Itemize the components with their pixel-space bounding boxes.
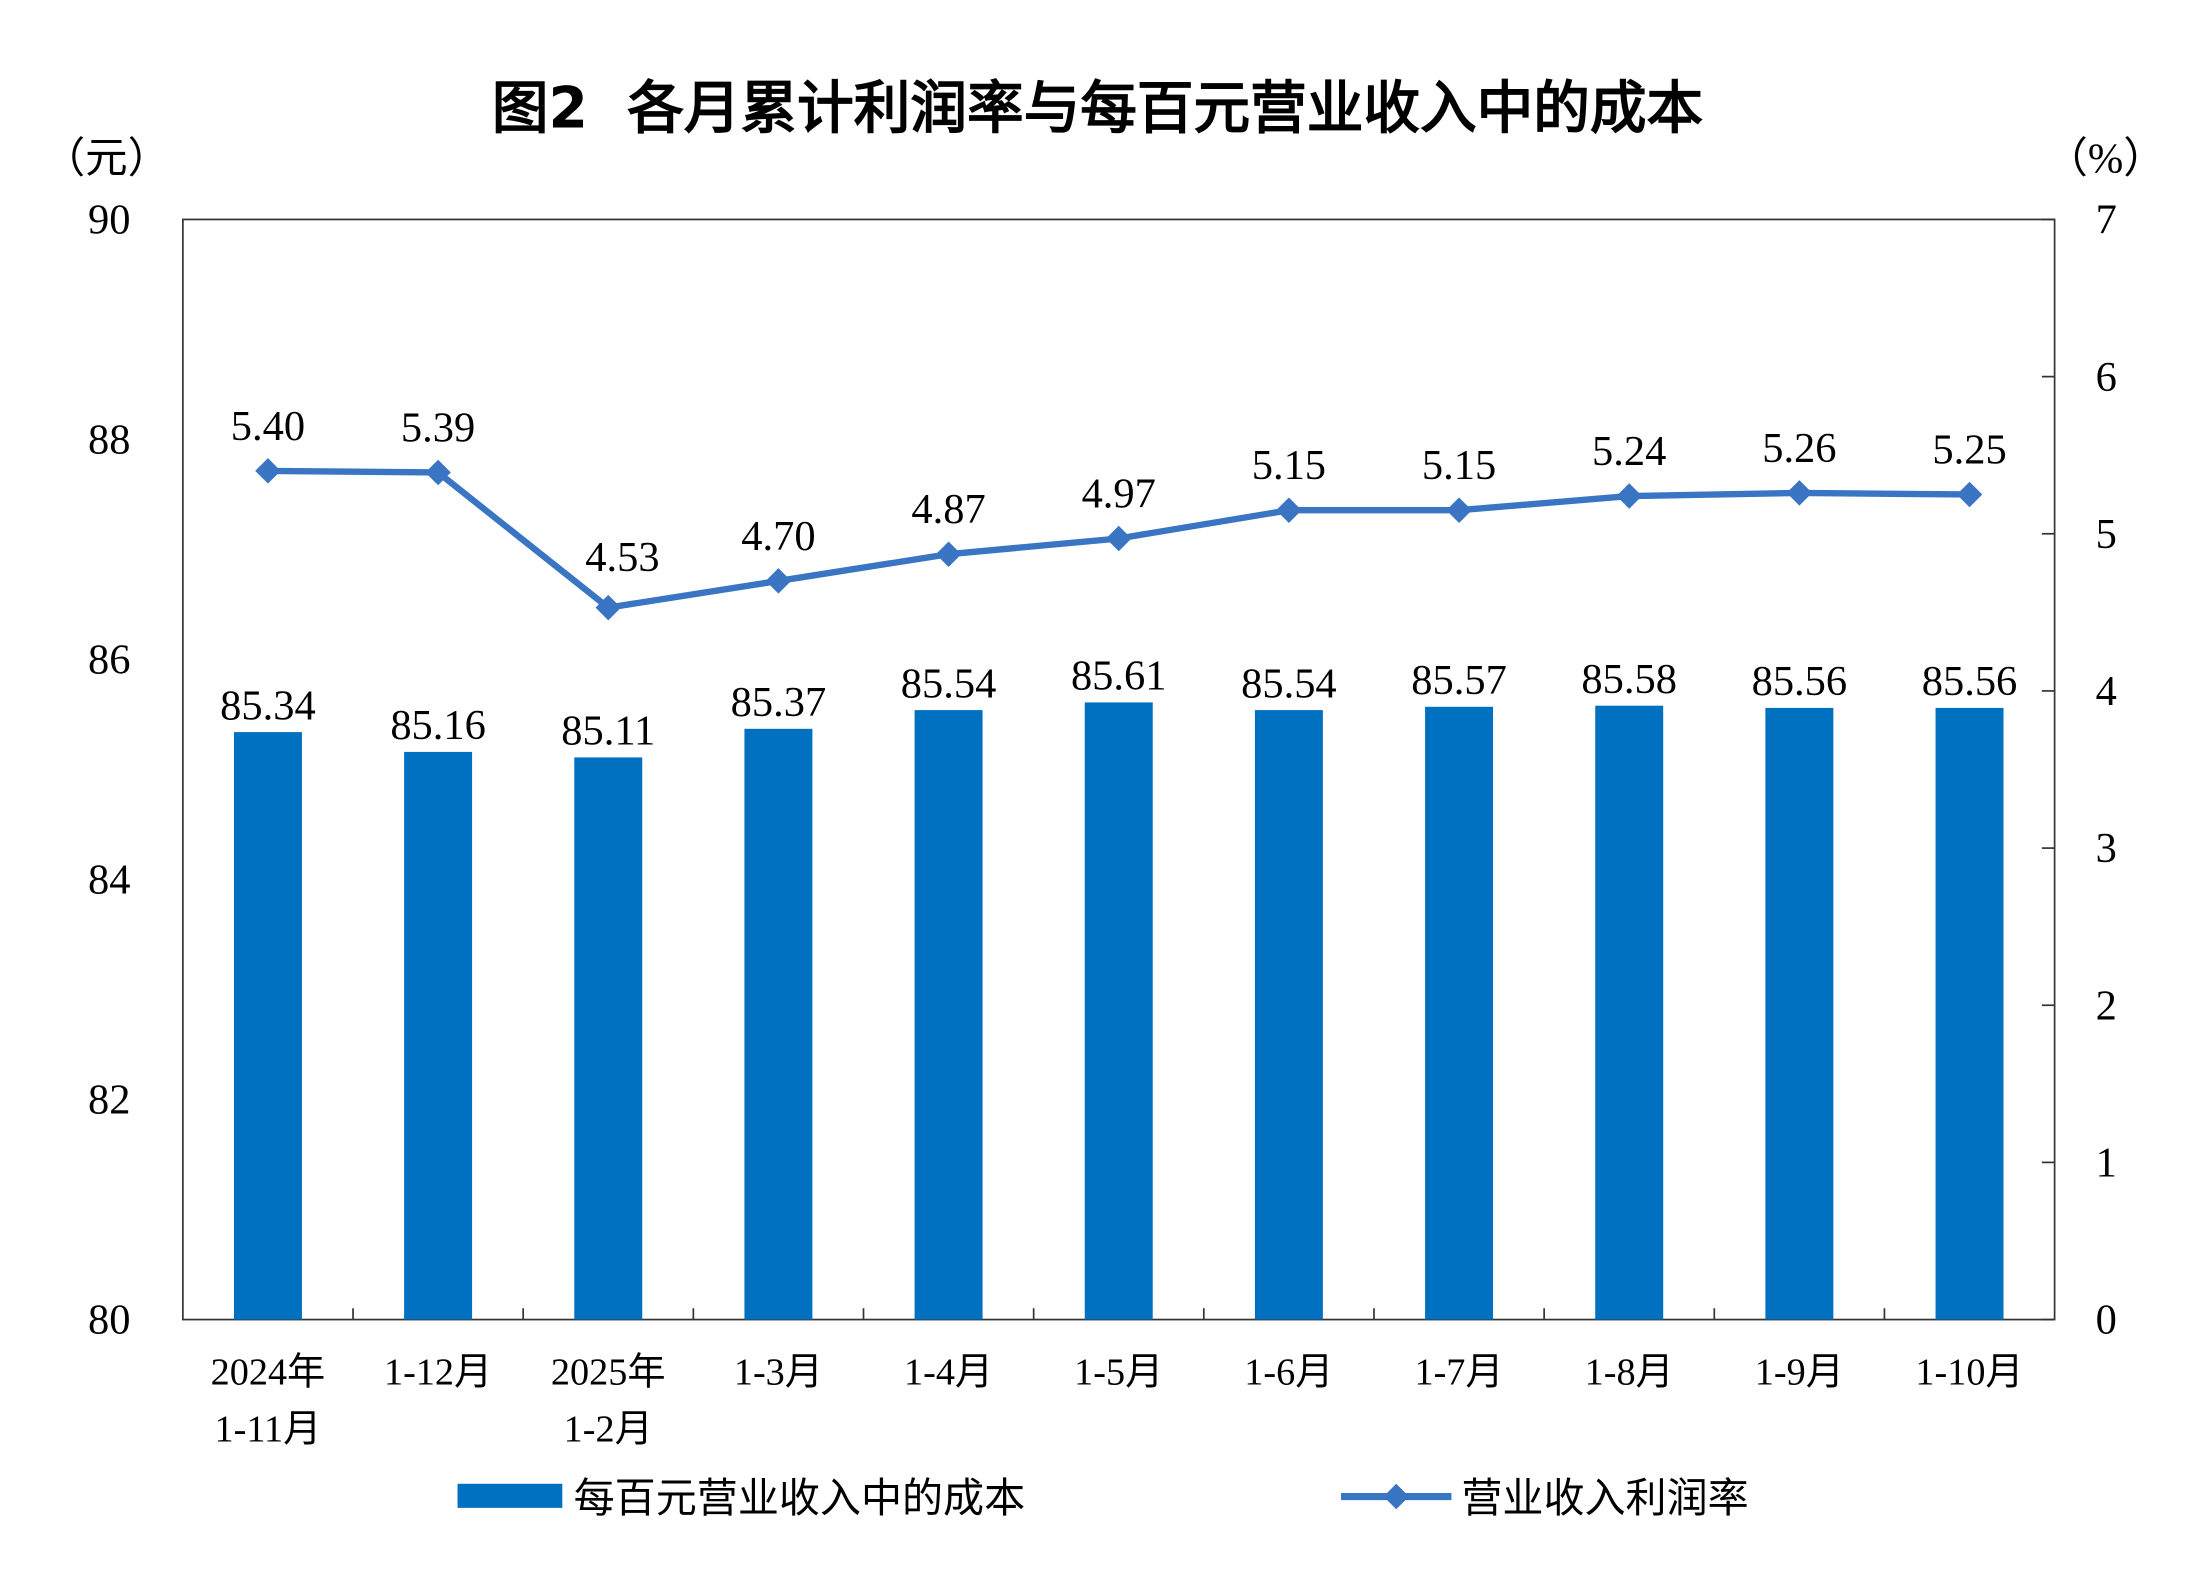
line-data-label: 5.40: [231, 403, 305, 450]
line-marker: [1786, 480, 1813, 506]
right-axis-unit: （%）: [2045, 136, 2165, 183]
line-marker: [765, 568, 792, 594]
x-tick-label: 2024年 1-11月: [211, 1351, 326, 1451]
left-tick-label: 84: [88, 857, 130, 904]
x-tick-label: 1-6月: [1244, 1352, 1333, 1394]
bar: [744, 728, 813, 1320]
line-data-label: 4.53: [585, 534, 659, 581]
line-data-label: 5.25: [1932, 426, 2006, 473]
right-tick-label: 4: [2096, 668, 2117, 715]
line-marker: [1446, 497, 1472, 523]
line-data-label: 4.87: [911, 486, 985, 533]
left-tick-label: 82: [88, 1077, 130, 1124]
bar-data-label: 85.54: [901, 660, 997, 707]
right-tick-label: 6: [2096, 354, 2117, 401]
right-tick-label: 5: [2096, 511, 2117, 558]
bar-data-label: 85.56: [1922, 658, 2018, 705]
right-tick-label: 3: [2096, 825, 2117, 872]
line-marker: [1105, 525, 1132, 552]
bar-data-label: 85.57: [1411, 657, 1507, 704]
x-tick-label: 1-3月: [734, 1352, 823, 1394]
line-marker: [1956, 481, 1983, 508]
chart-title: 图2 各月累计利润率与每百元营业收入中的成本: [492, 75, 1704, 141]
line-data-label: 5.24: [1592, 428, 1666, 475]
legend-diamond-icon: [1383, 1483, 1409, 1510]
bar-data-label: 85.11: [561, 708, 655, 755]
x-tick-label: 1-8月: [1585, 1352, 1674, 1394]
legend-line-label: 营业收入利润率: [1461, 1474, 1748, 1522]
x-tick-label: 1-12月: [384, 1352, 492, 1394]
left-tick-label: 90: [88, 197, 130, 244]
bar-data-label: 85.54: [1241, 660, 1337, 707]
legend: 每百元营业收入中的成本 营业收入利润率: [457, 1474, 1749, 1522]
left-axis-unit: （元）: [43, 136, 170, 183]
x-tick-label: 1-9月: [1755, 1352, 1844, 1394]
bar: [914, 710, 983, 1320]
bar-data-label: 85.58: [1581, 656, 1677, 703]
bar-data-label: 85.16: [390, 702, 486, 749]
bar-data-label: 85.37: [731, 679, 827, 726]
right-tick-label: 7: [2096, 197, 2117, 244]
line-data-label: 5.15: [1422, 442, 1496, 489]
bar: [1084, 702, 1153, 1320]
bar: [574, 757, 643, 1320]
line-marker: [935, 541, 962, 567]
bar: [1765, 707, 1834, 1320]
x-tick-label: 1-10月: [1915, 1352, 2023, 1394]
line-marker: [1616, 483, 1642, 509]
bar-data-label: 85.56: [1752, 658, 1848, 705]
bar: [1425, 706, 1494, 1320]
right-tick-label: 0: [2096, 1297, 2117, 1344]
line-marker: [425, 459, 451, 486]
left-tick-label: 88: [88, 417, 130, 464]
line-data-label: 4.70: [741, 513, 815, 560]
x-tick-label: 2025年 1-2月: [551, 1351, 666, 1451]
line-data-label: 5.26: [1762, 425, 1836, 472]
right-tick-label: 1: [2096, 1140, 2117, 1187]
left-tick-label: 86: [88, 637, 130, 684]
bar: [1595, 705, 1664, 1320]
bar: [233, 732, 302, 1320]
line-data-label: 5.15: [1252, 442, 1326, 489]
bar: [1935, 707, 2004, 1320]
x-tick-label: 1-4月: [904, 1352, 993, 1394]
right-tick-label: 2: [2096, 982, 2117, 1029]
bar: [1254, 710, 1323, 1320]
line-marker: [1276, 497, 1302, 523]
line-marker: [255, 458, 281, 484]
legend-bar-swatch: [457, 1483, 563, 1508]
bar-data-label: 85.61: [1071, 653, 1167, 700]
left-tick-label: 80: [88, 1297, 130, 1344]
line-data-label: 5.39: [401, 404, 475, 451]
bar: [404, 751, 473, 1320]
x-tick-label: 1-5月: [1074, 1352, 1163, 1394]
x-tick-label: 1-7月: [1414, 1352, 1503, 1394]
line-data-label: 4.97: [1082, 470, 1156, 517]
bar-data-label: 85.34: [220, 682, 316, 729]
legend-bar-label: 每百元营业收入中的成本: [574, 1474, 1026, 1522]
